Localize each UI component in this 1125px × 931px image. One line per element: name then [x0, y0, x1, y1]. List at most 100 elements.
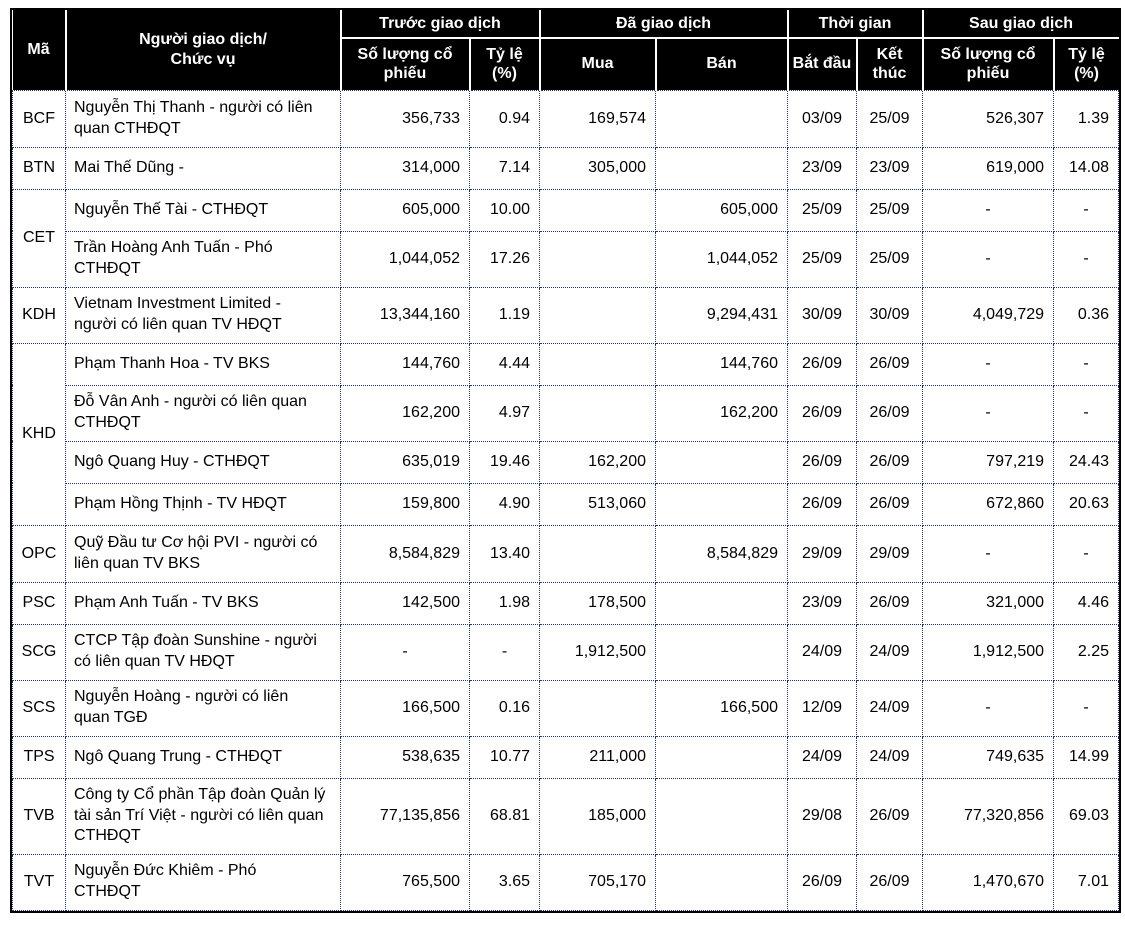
- after-ratio-cell: -: [1053, 524, 1120, 583]
- buy-cell: 705,170: [539, 853, 656, 911]
- table-row: KDH Vietnam Investment Limited - người c…: [12, 286, 1120, 344]
- ticker-cell: SCS: [12, 679, 66, 737]
- table-row: SCG CTCP Tập đoàn Sunshine - người có li…: [12, 623, 1120, 681]
- before-ratio-cell: 3.65: [469, 853, 540, 911]
- ticker-cell: KHD: [12, 342, 66, 526]
- trader-cell: Mai Thế Dũng -: [65, 146, 341, 190]
- insider-transactions-table: Mã Người giao dịch/ Chức vụ Trước giao d…: [12, 10, 1120, 911]
- table-row: KHD Phạm Thanh Hoa - TV BKS 144,760 4.44…: [12, 342, 1120, 526]
- after-shares-cell: -: [922, 188, 1055, 232]
- before-shares-cell: 159,800: [340, 482, 470, 526]
- table-row: PSC Phạm Anh Tuấn - TV BKS 142,500 1.98 …: [12, 581, 1120, 625]
- after-ratio-cell: -: [1053, 188, 1120, 232]
- after-ratio-cell: 24.43: [1053, 440, 1120, 484]
- after-ratio-cell: 14.08: [1053, 146, 1120, 190]
- start-date-cell: 23/09: [787, 146, 857, 190]
- header-group-row: Mã Người giao dịch/ Chức vụ Trước giao d…: [12, 10, 1119, 90]
- after-shares-cell: 1,470,670: [922, 853, 1055, 911]
- after-shares-cell: 77,320,856: [922, 777, 1055, 855]
- table-row: SCS Nguyễn Hoàng - người có liên quan TG…: [12, 679, 1120, 737]
- table-body: BCF Nguyễn Thị Thanh - người có liên qua…: [12, 89, 1120, 911]
- sell-cell: 144,760: [655, 342, 788, 386]
- end-date-cell: 26/09: [855, 777, 924, 855]
- buy-cell: [539, 342, 656, 386]
- after-ratio-cell: 69.03: [1053, 777, 1120, 855]
- before-ratio-cell: 13.40: [469, 524, 540, 583]
- buy-cell: 178,500: [539, 581, 656, 625]
- after-ratio-cell: 2.25: [1053, 623, 1120, 681]
- after-shares-cell: 526,307: [922, 89, 1055, 148]
- after-ratio-cell: 7.01: [1053, 853, 1120, 911]
- before-ratio-cell: 0.16: [469, 679, 540, 737]
- table-row: TPS Ngô Quang Trung - CTHĐQT 538,635 10.…: [12, 735, 1120, 779]
- end-date-cell: 26/09: [855, 482, 924, 526]
- buy-cell: 169,574: [539, 89, 656, 148]
- before-shares-cell: 314,000: [340, 146, 470, 190]
- buy-cell: [539, 286, 656, 344]
- end-date-cell: 26/09: [855, 440, 924, 484]
- sell-cell: [655, 581, 788, 625]
- before-shares-cell: 13,344,160: [340, 286, 470, 344]
- end-date-cell: 26/09: [855, 853, 924, 911]
- after-shares-cell: -: [922, 524, 1055, 583]
- col-header-before-ratio: Tỷ lệ (%): [468, 37, 540, 90]
- start-date-cell: 26/09: [787, 342, 857, 386]
- trader-cell: Đỗ Vân Anh - người có liên quan CTHĐQT: [65, 384, 341, 442]
- before-shares-cell: 162,200: [340, 384, 470, 442]
- end-date-cell: 25/09: [855, 89, 924, 148]
- trader-cell: CTCP Tập đoàn Sunshine - người có liên q…: [65, 623, 341, 681]
- trader-cell: Phạm Hồng Thịnh - TV HĐQT: [65, 482, 341, 526]
- after-ratio-cell: 4.46: [1053, 581, 1120, 625]
- after-ratio-cell: 20.63: [1053, 482, 1120, 526]
- col-group-time: Thời gian: [786, 10, 923, 38]
- buy-cell: 1,912,500: [539, 623, 656, 681]
- before-shares-cell: 635,019: [340, 440, 470, 484]
- ticker-cell: BCF: [12, 89, 66, 148]
- ticker-cell: OPC: [12, 524, 66, 583]
- start-date-cell: 26/09: [787, 384, 857, 442]
- sell-cell: 9,294,431: [655, 286, 788, 344]
- after-shares-cell: 797,219: [922, 440, 1055, 484]
- before-ratio-cell: 68.81: [469, 777, 540, 855]
- before-ratio-cell: 4.44: [469, 342, 540, 386]
- before-shares-cell: -: [340, 623, 470, 681]
- insider-transactions-table-frame: Mã Người giao dịch/ Chức vụ Trước giao d…: [10, 8, 1122, 913]
- col-header-trader: Người giao dịch/ Chức vụ: [64, 10, 341, 90]
- col-header-sell: Bán: [654, 37, 788, 90]
- after-shares-cell: -: [922, 342, 1055, 386]
- table-row: Ngô Quang Huy - CTHĐQT 635,019 19.46 162…: [13, 440, 1120, 484]
- col-group-after: Sau giao dịch: [921, 10, 1119, 38]
- after-ratio-cell: -: [1053, 342, 1120, 386]
- start-date-cell: 25/09: [787, 188, 857, 232]
- trader-cell: Quỹ Đầu tư Cơ hội PVI - người có liên qu…: [65, 524, 341, 583]
- trader-cell: Nguyễn Hoàng - người có liên quan TGĐ: [65, 679, 341, 737]
- trader-cell: Phạm Thanh Hoa - TV BKS: [65, 342, 341, 386]
- col-header-after-ratio: Tỷ lệ (%): [1052, 37, 1119, 90]
- before-shares-cell: 605,000: [340, 188, 470, 232]
- table-row: Trần Hoàng Anh Tuấn - Phó CTHĐQT 1,044,0…: [13, 230, 1120, 288]
- buy-cell: [539, 679, 656, 737]
- sell-cell: [655, 735, 788, 779]
- before-ratio-cell: 1.19: [469, 286, 540, 344]
- start-date-cell: 03/09: [787, 89, 857, 148]
- before-ratio-cell: 4.97: [469, 384, 540, 442]
- trader-cell: Phạm Anh Tuấn - TV BKS: [65, 581, 341, 625]
- after-ratio-cell: -: [1053, 230, 1120, 288]
- trader-cell: Trần Hoàng Anh Tuấn - Phó CTHĐQT: [65, 230, 341, 288]
- table-row: BTN Mai Thế Dũng - 314,000 7.14 305,000 …: [12, 146, 1120, 190]
- col-header-buy: Mua: [538, 37, 656, 90]
- before-shares-cell: 144,760: [340, 342, 470, 386]
- col-header-ticker: Mã: [12, 10, 66, 90]
- ticker-cell: PSC: [12, 581, 66, 625]
- before-shares-cell: 8,584,829: [340, 524, 470, 583]
- col-header-before-shares: Số lượng cổ phiếu: [339, 37, 470, 90]
- ticker-cell: TPS: [12, 735, 66, 779]
- after-shares-cell: -: [922, 679, 1055, 737]
- end-date-cell: 25/09: [855, 188, 924, 232]
- header-sub-row: Số lượng cổ phiếu Tỷ lệ (%) Mua Bán Bắt …: [13, 37, 1119, 90]
- trader-cell: Nguyễn Đức Khiêm - Phó CTHĐQT: [65, 853, 341, 911]
- trader-cell: Vietnam Investment Limited - người có li…: [65, 286, 341, 344]
- col-header-after-shares: Số lượng cổ phiếu: [921, 37, 1054, 90]
- ticker-cell: BTN: [12, 146, 66, 190]
- end-date-cell: 26/09: [855, 581, 924, 625]
